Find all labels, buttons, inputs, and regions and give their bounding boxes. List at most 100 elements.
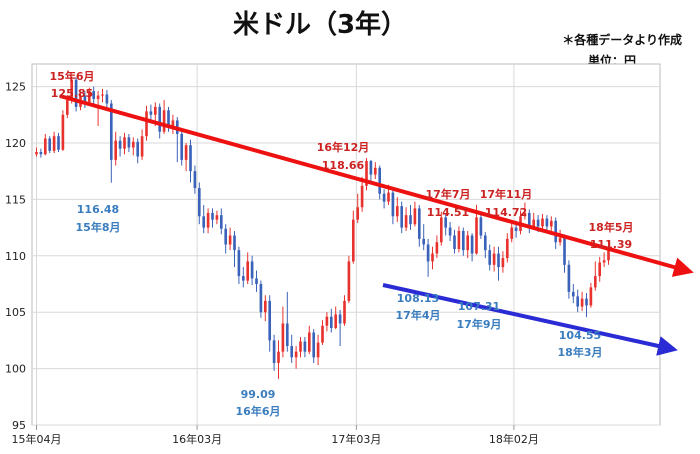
candle-body [180,133,184,160]
candle-body [488,250,492,265]
candle-body [536,219,540,227]
candle-body [351,219,355,262]
lower-trend-line [382,283,678,356]
candle-body [197,188,201,217]
candle-body [400,206,404,228]
candle-body [131,141,135,148]
candle-body [532,219,536,228]
candle-body [444,217,448,228]
candle-body [338,314,342,324]
candle-body [422,238,426,245]
annotation-high-value: 111.39 [590,238,632,251]
chart-title: 米ドル（3年） [232,10,408,40]
candle-body [118,140,122,149]
y-tick-label: 100 [5,363,26,376]
candle-body [70,79,74,101]
candle-body [431,253,434,262]
y-tick-label: 125 [5,81,26,94]
candle-body [347,261,351,301]
candle-body [167,110,170,127]
candle-body [435,242,439,254]
candle-body [193,171,197,189]
candle-body [299,341,302,352]
candle-body [479,217,483,236]
candle-body [162,110,166,132]
y-tick-label: 105 [5,306,26,319]
y-tick-label: 110 [5,250,26,263]
candle-body [439,217,443,243]
candle-body [259,283,263,313]
annotation-high-date: 16年12月 [317,140,370,154]
candle-body [237,250,241,277]
candle-body [387,192,390,202]
candle-body [215,215,219,220]
candle-body [109,103,113,160]
candle-body [409,215,412,225]
candle-body [285,323,289,347]
candle-body [312,332,316,358]
candle-body [307,332,311,352]
candle-body [505,238,509,259]
candle-body [378,167,382,194]
candle-body [589,287,593,306]
candle-body [598,262,602,277]
candle-body [127,137,131,148]
candle-body [219,215,223,229]
candle-body [272,340,276,363]
candle-body [145,111,148,137]
candle-body [510,227,514,239]
candle-body [448,227,452,236]
candle-body [52,136,56,151]
candle-body [483,235,487,251]
candle-body [48,138,52,151]
annotation-low-date: 18年3月 [558,345,603,359]
annotation-low-date: 16年6月 [236,404,281,418]
candle-body [246,261,250,281]
candle-body [321,325,324,343]
candle-body [228,235,232,245]
annotation-high-value: 125.85 [51,87,93,100]
candle-body [593,276,597,288]
candle-body [545,218,549,227]
candle-body [453,235,456,250]
candle-body [105,94,109,104]
x-tick-label: 17年03月 [331,432,381,446]
candle-body [171,120,175,127]
candle-body [466,235,470,251]
candle-body [74,79,78,107]
candle-body [290,346,294,358]
candle-body [241,276,245,281]
candle-body [281,323,285,352]
annotation-high-value: 114.72 [485,206,527,219]
annotation-low-value: 116.48 [77,203,119,216]
candle-body [39,151,43,155]
annotation-high-value: 118.66 [322,159,365,172]
candle-body [43,138,47,155]
candle-body [602,260,606,263]
candle-body [501,258,505,268]
candle-body [277,351,280,363]
x-tick-label: 18年02月 [489,432,539,446]
candle-body [303,341,307,352]
candle-body [325,316,329,326]
x-tick-label: 16年03月 [172,432,222,446]
candle-body [224,228,228,245]
candle-body [250,261,254,279]
candle-body [554,220,558,243]
candle-body [514,227,518,231]
candle-body [92,91,96,99]
candle-body [571,291,575,297]
candle-body [391,192,395,217]
annotation-low-date: 17年9月 [457,317,502,331]
candle-body [541,218,544,227]
annotation-high-value: 114.51 [427,206,469,219]
candle-body [607,246,610,261]
candle-body [382,193,386,202]
candle-body [461,230,465,251]
candle-body [549,220,553,227]
candle-body [149,111,153,115]
candle-body [334,314,338,328]
candle-body [404,215,408,228]
candle-body [255,278,258,284]
